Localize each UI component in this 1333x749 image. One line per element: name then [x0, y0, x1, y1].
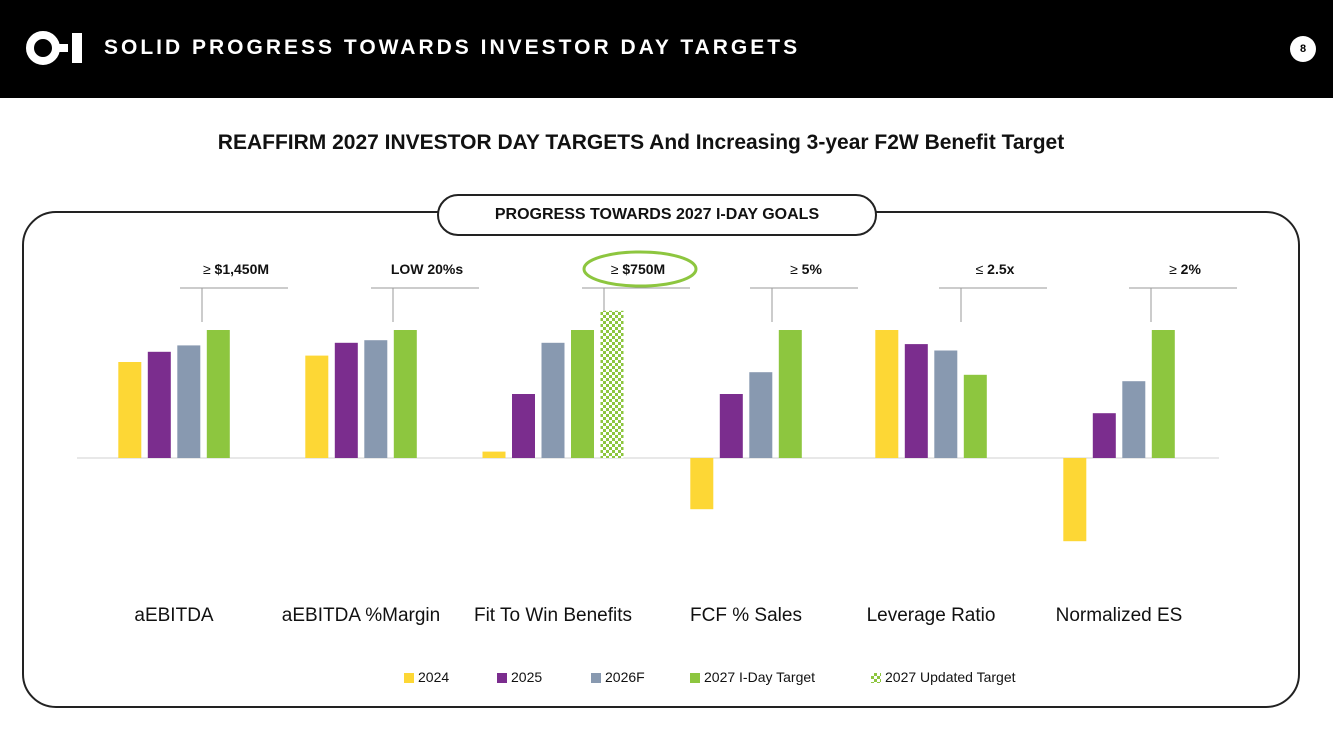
legend-swatch — [871, 673, 881, 683]
bar-leverage-ratio-2025 — [904, 344, 928, 458]
header-bar: SOLID PROGRESS TOWARDS INVESTOR DAY TARG… — [0, 0, 1333, 98]
legend-label: 2024 — [418, 669, 450, 685]
bar-aebitda-margin-2024 — [305, 355, 329, 458]
bar-normalized-es-2027-i-day-target — [1151, 330, 1175, 458]
target-label: ≤ 2.5x — [976, 261, 1015, 277]
legend-item: 2024 — [404, 666, 449, 688]
category-label: aEBITDA — [134, 605, 214, 626]
oi-logo-icon — [26, 31, 82, 65]
bar-fit-to-win-benefits-2024 — [482, 451, 506, 458]
legend-item: 2027 I-Day Target — [690, 666, 815, 688]
category-label: Normalized ES — [1056, 605, 1183, 626]
legend-swatch — [591, 673, 601, 683]
slide-subtitle: REAFFIRM 2027 INVESTOR DAY TARGETS And I… — [217, 131, 1065, 154]
target-label: LOW 20%s — [391, 261, 464, 277]
bar-aebitda-margin-2026f — [364, 340, 388, 458]
target-label: ≥ $750M — [611, 261, 665, 277]
category-label: Fit To Win Benefits — [474, 605, 632, 626]
legend-label: 2027 I-Day Target — [704, 669, 816, 685]
panel-title: PROGRESS TOWARDS 2027 I-DAY GOALS — [437, 194, 877, 236]
bar-normalized-es-2026f — [1122, 381, 1146, 458]
target-label: ≥ $1,450M — [203, 261, 269, 277]
bar-fcf-sales-2025 — [719, 394, 743, 458]
category-label: aEBITDA %Margin — [282, 605, 440, 626]
legend-label: 2026F — [605, 669, 645, 685]
legend-item: 2027 Updated Target — [871, 666, 1016, 688]
page-title: SOLID PROGRESS TOWARDS INVESTOR DAY TARG… — [104, 36, 801, 59]
bar-fit-to-win-benefits-2026f — [541, 342, 565, 458]
legend-swatch — [404, 673, 414, 683]
category-label: FCF % Sales — [690, 605, 802, 626]
bar-normalized-es-2024 — [1063, 458, 1087, 542]
target-label: ≥ 2% — [1169, 261, 1201, 277]
legend-label: 2027 Updated Target — [885, 669, 1016, 685]
legend-item: 2025 — [497, 666, 542, 688]
bar-normalized-es-2025 — [1092, 413, 1116, 458]
bar-fit-to-win-benefits-2025 — [512, 394, 535, 458]
bar-aebitda-2025 — [147, 351, 171, 458]
highlight-circle — [582, 250, 698, 288]
chart-legend: 2024 2025 2026F 2027 I-Day Target 2027 Updat… — [0, 666, 1333, 688]
legend-swatch — [690, 673, 700, 683]
bar-leverage-ratio-2024 — [875, 330, 899, 458]
target-label: ≥ 5% — [790, 261, 822, 277]
bar-leverage-ratio-2027-i-day-target — [963, 374, 987, 458]
bar-fit-to-win-benefits-2027-i-day-target — [571, 330, 594, 458]
bar-fcf-sales-2024 — [690, 458, 714, 510]
bar-aebitda-margin-2025 — [334, 342, 358, 458]
bar-aebitda-2024 — [118, 362, 142, 458]
category-label: Leverage Ratio — [867, 605, 996, 626]
bar-aebitda-2026f — [177, 345, 201, 458]
bar-fit-to-win-benefits-2027-updated-target — [600, 310, 624, 458]
legend-label: 2025 — [511, 669, 543, 685]
bar-leverage-ratio-2026f — [934, 350, 958, 458]
bar-aebitda-2027-i-day-target — [206, 330, 230, 458]
bar-fcf-sales-2026f — [749, 372, 773, 458]
bar-aebitda-margin-2027-i-day-target — [393, 330, 417, 458]
legend-swatch — [497, 673, 507, 683]
page-number: 8 — [1290, 36, 1316, 62]
legend-item: 2026F — [591, 666, 645, 688]
bar-fcf-sales-2027-i-day-target — [778, 330, 802, 458]
